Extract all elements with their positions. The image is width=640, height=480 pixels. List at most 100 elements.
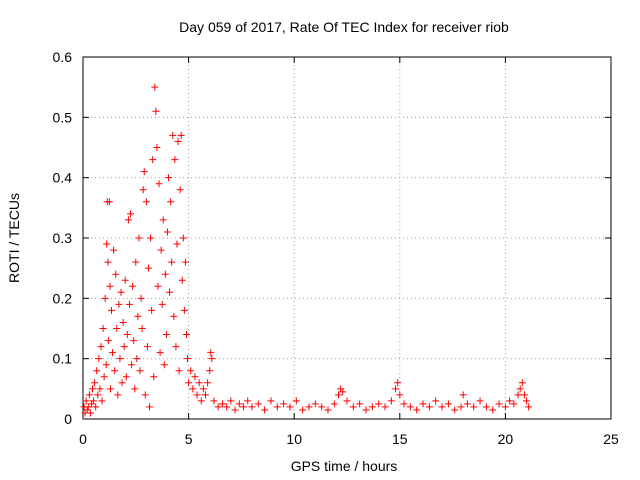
data-point xyxy=(162,331,170,339)
data-point xyxy=(163,228,171,236)
data-point xyxy=(98,397,106,405)
data-point xyxy=(235,400,243,408)
data-point xyxy=(122,373,130,381)
data-point xyxy=(387,397,395,405)
data-point xyxy=(406,403,414,411)
data-point xyxy=(139,186,147,194)
data-point xyxy=(207,349,215,357)
data-point xyxy=(413,406,421,414)
data-point xyxy=(523,397,531,405)
data-points xyxy=(80,83,533,417)
data-point xyxy=(171,156,179,164)
data-point xyxy=(89,385,97,393)
data-point xyxy=(152,107,160,115)
data-point xyxy=(82,397,90,405)
data-point xyxy=(86,409,94,417)
data-point xyxy=(286,403,294,411)
data-point xyxy=(154,282,162,290)
data-point xyxy=(214,403,222,411)
data-point xyxy=(254,400,262,408)
data-point xyxy=(197,397,205,405)
data-point xyxy=(280,400,288,408)
data-point xyxy=(116,355,124,363)
data-point xyxy=(125,300,133,308)
data-point xyxy=(129,282,137,290)
data-point xyxy=(106,282,114,290)
data-point xyxy=(169,131,177,139)
data-point xyxy=(113,325,121,332)
data-point xyxy=(160,361,168,369)
data-point xyxy=(180,306,188,314)
data-point xyxy=(489,406,497,414)
data-point xyxy=(128,361,136,369)
data-point xyxy=(100,373,108,381)
data-point xyxy=(231,406,239,414)
data-point xyxy=(166,288,174,296)
data-point xyxy=(159,216,167,224)
data-point xyxy=(161,270,169,278)
data-point xyxy=(375,400,383,408)
data-point xyxy=(115,300,123,308)
data-point xyxy=(133,355,141,363)
data-point xyxy=(195,379,203,387)
data-point xyxy=(330,400,338,408)
data-point xyxy=(157,246,165,254)
data-point xyxy=(470,403,478,411)
data-point xyxy=(476,397,484,405)
data-point xyxy=(144,264,152,272)
data-point xyxy=(97,343,105,351)
data-point xyxy=(204,379,212,387)
data-point xyxy=(136,367,144,375)
data-point xyxy=(94,391,102,399)
data-point xyxy=(248,403,256,411)
data-point xyxy=(356,400,364,408)
x-tick-label: 25 xyxy=(603,431,619,447)
data-point xyxy=(335,391,343,399)
data-point xyxy=(91,379,99,387)
data-point xyxy=(273,403,281,411)
data-point xyxy=(123,331,131,339)
data-point xyxy=(501,403,509,411)
y-tick-label: 0.4 xyxy=(53,170,73,186)
data-point xyxy=(514,391,522,399)
chart-title: Day 059 of 2017, Rate Of TEC Index for r… xyxy=(179,19,509,35)
data-point xyxy=(181,258,189,266)
data-point xyxy=(223,403,231,411)
data-point xyxy=(149,156,157,164)
data-point xyxy=(84,403,92,411)
data-point xyxy=(112,270,120,278)
data-point xyxy=(210,397,218,405)
data-point xyxy=(201,391,209,399)
data-point xyxy=(525,403,533,411)
data-point xyxy=(457,403,465,411)
data-point xyxy=(193,391,201,399)
data-point xyxy=(153,144,161,151)
data-point xyxy=(339,388,347,396)
data-point xyxy=(132,258,140,266)
data-point xyxy=(510,400,518,408)
data-point xyxy=(106,385,114,393)
data-point xyxy=(187,367,195,375)
data-point xyxy=(105,198,113,206)
data-point xyxy=(311,400,319,408)
data-point xyxy=(124,216,132,224)
data-point xyxy=(191,373,199,381)
data-point xyxy=(102,361,110,369)
data-point xyxy=(267,397,275,405)
data-point xyxy=(99,325,107,332)
data-point xyxy=(104,258,112,266)
data-point xyxy=(83,406,91,414)
data-point xyxy=(119,318,127,326)
data-point xyxy=(518,379,526,387)
data-point xyxy=(176,186,184,194)
data-point xyxy=(92,403,100,411)
data-point xyxy=(199,385,207,393)
data-point xyxy=(182,331,190,339)
data-point xyxy=(178,276,186,284)
data-point xyxy=(185,379,193,387)
data-point xyxy=(438,403,446,411)
data-point xyxy=(392,385,400,393)
data-point xyxy=(175,367,183,375)
x-tick-label: 5 xyxy=(185,431,193,447)
